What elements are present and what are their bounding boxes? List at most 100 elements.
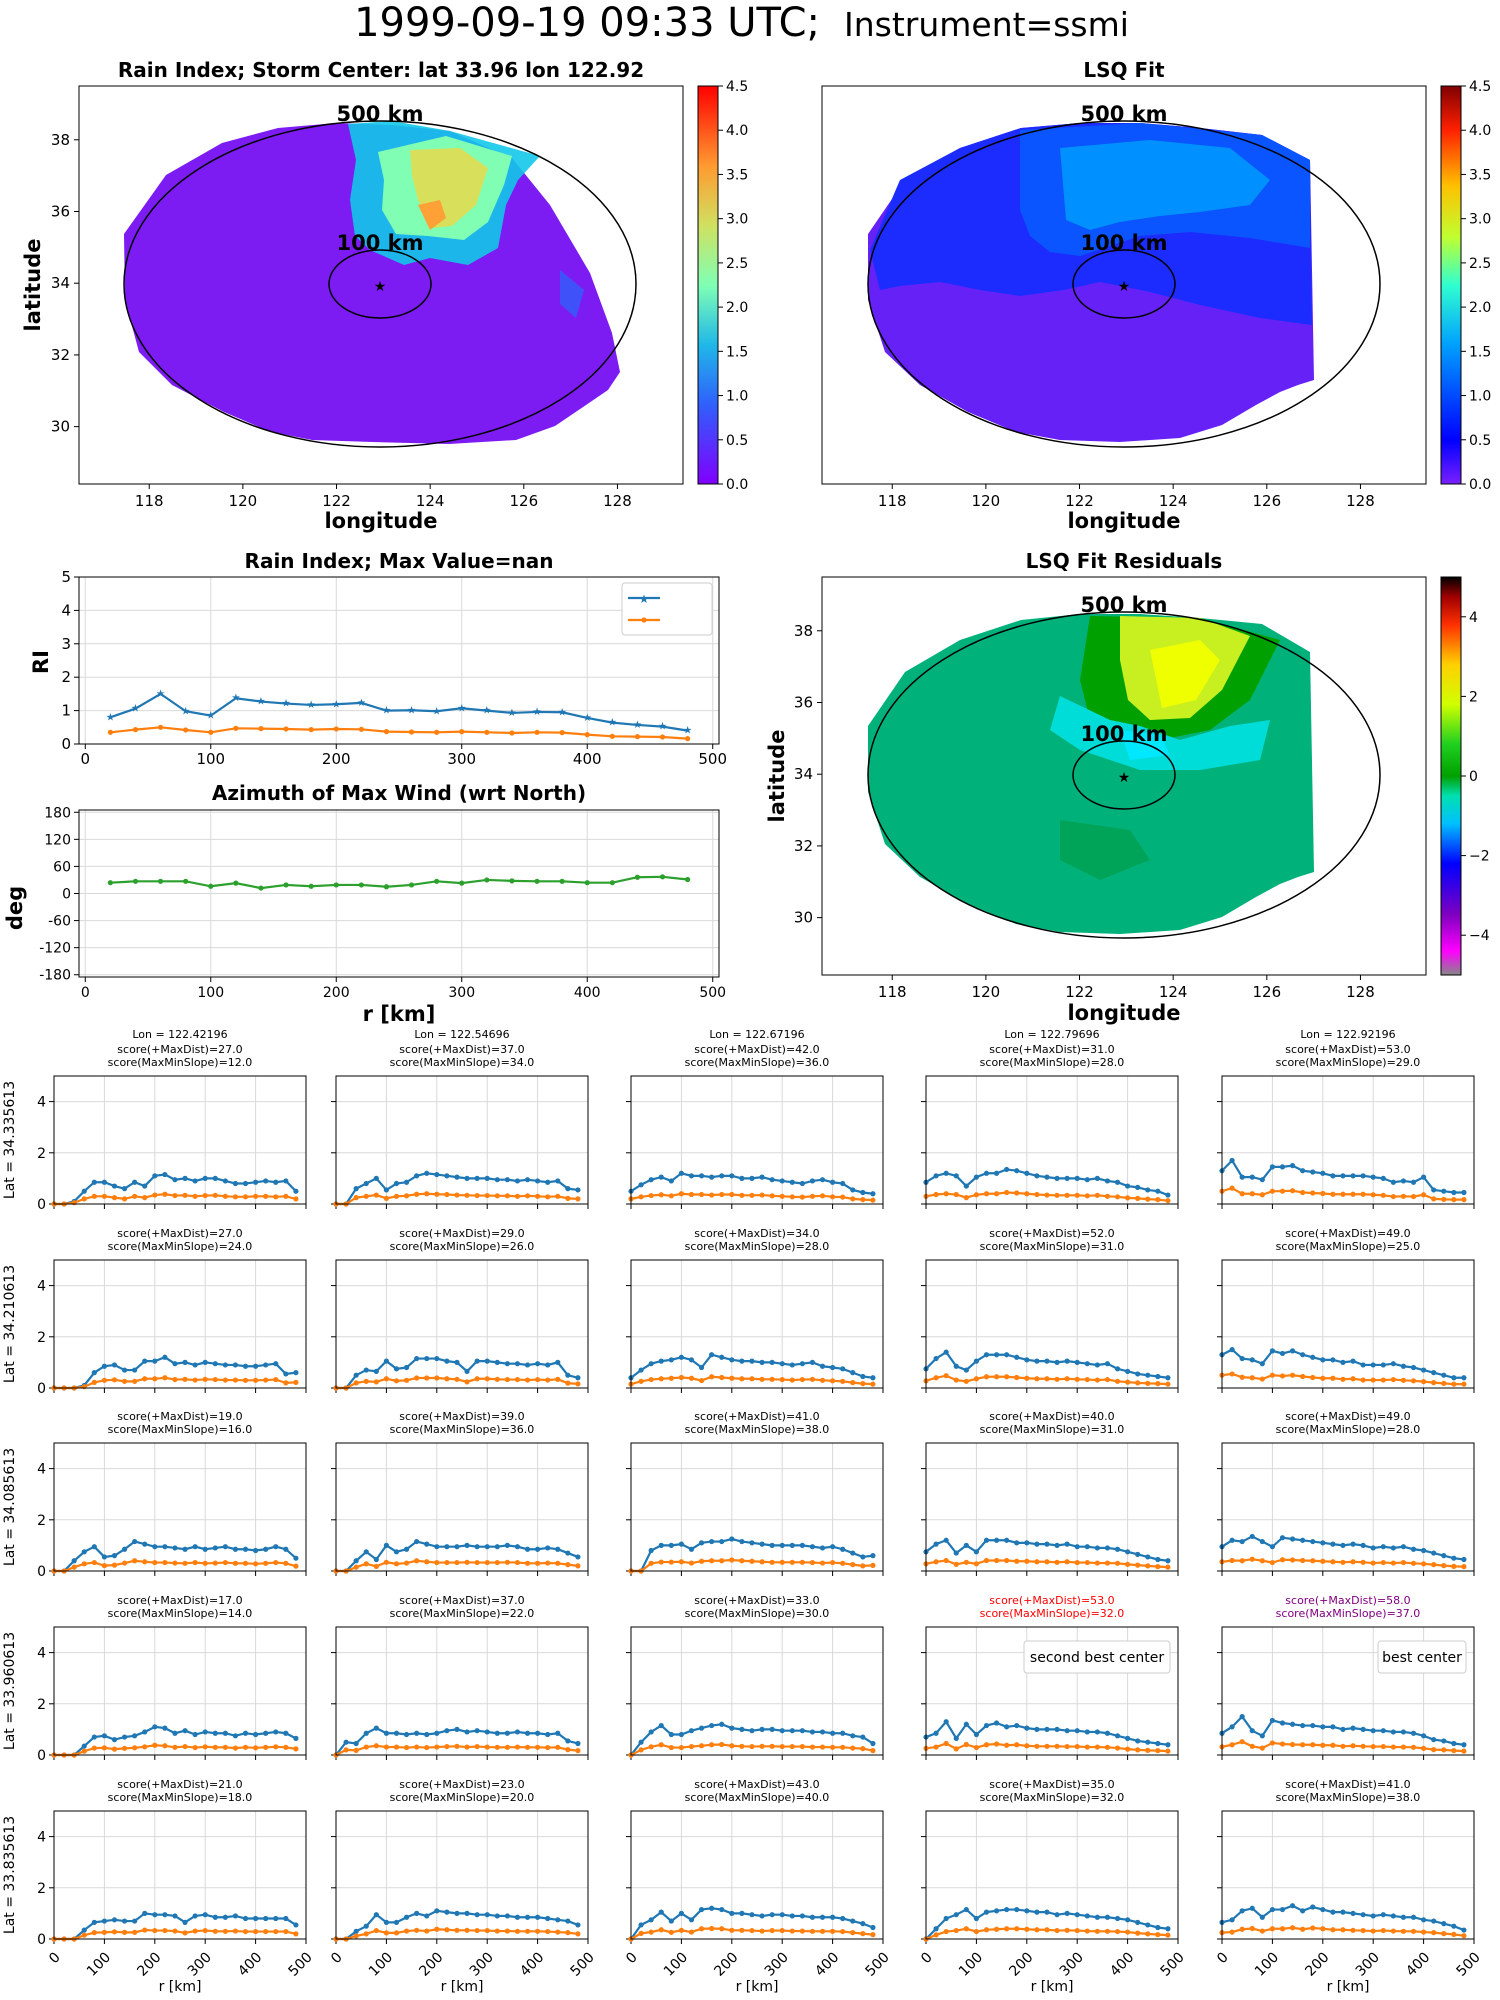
series-azimuth-point — [509, 878, 515, 884]
axes-frame — [630, 1442, 884, 1572]
panel-series-w0p1-point — [1155, 1188, 1161, 1194]
x-tick-label: 500 — [699, 985, 726, 1001]
panel-series-w0-point — [1421, 1929, 1427, 1935]
panel-series-w0p1-point — [1004, 1166, 1010, 1173]
panel-series-w0-point — [678, 1927, 685, 1933]
panel-series-w0-point — [363, 1378, 369, 1384]
panel-series-w0p1-point — [504, 1177, 510, 1183]
panel-series-w0-point — [152, 1742, 158, 1748]
x-tick-label: 400 — [235, 1949, 265, 1979]
x-tick-label: 0 — [81, 750, 91, 768]
panel-series-w0p1-point — [1310, 1354, 1316, 1360]
panel-score-maxdist: score(+MaxDist)=17.0 — [117, 1594, 242, 1607]
panel-series-w0-point — [719, 1741, 725, 1748]
axes-frame — [925, 1626, 1179, 1756]
panel-series-w0-point — [1249, 1191, 1255, 1197]
panel-series-w0p1-point — [850, 1733, 856, 1739]
panel-series-w0-point — [1320, 1558, 1326, 1564]
panel-series-w0-point — [719, 1926, 725, 1932]
panel-series-w0p1-point — [81, 1188, 87, 1194]
panel-series-w0-point — [1259, 1376, 1265, 1382]
panel-series-w0-point — [535, 1376, 541, 1383]
panel-series-w0p1-point — [1279, 1720, 1286, 1726]
series-w0p1-point: ★ — [181, 705, 190, 717]
panel-series-w0p1-point — [273, 1179, 279, 1185]
panel-series-w0-point — [111, 1377, 118, 1383]
panel-series-w0-point — [1145, 1747, 1151, 1753]
panel-series-w0p1-point — [232, 1362, 239, 1368]
panel-series-w0-point — [789, 1194, 795, 1200]
panel-series-w0p1-point — [101, 1918, 107, 1924]
center-panel: 0 100 200 300 400 500score(+MaxDist)=43.0scor… — [623, 1778, 893, 1995]
panel-series-w0p1-point — [132, 1733, 138, 1739]
panel-series-w0-point — [1084, 1193, 1090, 1199]
panel-series-w0-point — [202, 1376, 208, 1382]
axes-frame — [78, 809, 720, 978]
y-tick-label: 3 — [61, 635, 71, 653]
x-tick-label: 300 — [447, 750, 476, 768]
panel-series-w0-point — [1155, 1381, 1161, 1387]
panel-series-w0-point — [799, 1743, 805, 1750]
panel-series-w0-point — [132, 1558, 138, 1564]
panel-series-w0p1-point — [555, 1730, 561, 1736]
panel-series-w0-point — [1004, 1189, 1010, 1196]
panel-series-w0p1-point — [1330, 1541, 1336, 1547]
panel-series-w0p1-point — [1431, 1370, 1437, 1376]
panel-series-w0-point — [91, 1379, 97, 1385]
x-tick-label: 128 — [1346, 983, 1375, 1001]
axes-frame — [630, 1810, 884, 1940]
x-tick-label: 124 — [416, 492, 445, 510]
panel-series-w0p1-point — [263, 1915, 269, 1922]
panel-series-w0p1-point — [414, 1538, 420, 1545]
y-tick-label: 4 — [37, 1830, 46, 1846]
panel-series-w0-point — [142, 1195, 148, 1201]
colorbar-tick-label: 1.5 — [726, 344, 748, 360]
panel-series-w0p1-point — [1259, 1538, 1265, 1545]
panel-series-w0p1-point — [1064, 1541, 1070, 1547]
panel-xlabel: r [km] — [441, 1979, 484, 1995]
panel-series-w0p1-point — [263, 1178, 269, 1184]
panel-series-w0-point — [830, 1928, 836, 1934]
panel-series-w0-point — [1064, 1192, 1070, 1198]
panel-series-w0p1-point — [648, 1729, 654, 1735]
panel-series-w0-point — [840, 1194, 846, 1200]
panel-series-w0p1-point — [101, 1554, 107, 1560]
panel-series-w0-point — [1165, 1381, 1171, 1387]
panel-series-w0p1-point — [565, 1918, 571, 1924]
panel-series-w0-point — [1360, 1743, 1366, 1749]
panel-score-maxdist: score(+MaxDist)=27.0 — [117, 1227, 242, 1240]
panel-series-w0p1-point — [799, 1361, 805, 1367]
panel-series-w0p1-point — [293, 1735, 299, 1741]
panel-series-w0-point — [1410, 1560, 1417, 1566]
panel-series-w0p1-point — [504, 1542, 510, 1548]
panel-series-w0p1-point — [212, 1361, 218, 1367]
y-tick-label: 38 — [794, 622, 813, 640]
panel-series-w0p1-point — [769, 1359, 775, 1365]
panel-series-w0-point — [424, 1559, 430, 1565]
panel-series-w0-point — [1135, 1562, 1141, 1568]
panel-series-w0p1-point — [1064, 1358, 1070, 1364]
series-w0p1-point: ★ — [231, 692, 240, 704]
center-panel: score(+MaxDist)=41.0score(MaxMinSlope)=3… — [626, 1410, 884, 1576]
panel-series-w0-point — [1431, 1380, 1437, 1386]
y-tick-label: 2 — [37, 1697, 46, 1713]
colorbar-tick-label: −4 — [1469, 928, 1490, 944]
panel-series-w0p1-point — [1114, 1915, 1121, 1922]
panel-series-w0-point — [688, 1743, 695, 1750]
panel-series-w0p1-point — [192, 1178, 198, 1184]
panel-series-w0p1-point — [809, 1914, 816, 1920]
series-w0-point — [358, 726, 364, 732]
panel-series-w0p1-point — [983, 1352, 990, 1358]
series-w0p1-point: ★ — [281, 698, 290, 710]
panel-series-w0p1-point — [545, 1731, 551, 1738]
panel-series-w0p1-point — [1461, 1375, 1467, 1381]
series-azimuth-point — [484, 877, 490, 883]
panel-series-w0p1-point — [1279, 1164, 1286, 1170]
panel-series-w0p1-point — [860, 1189, 866, 1196]
series-w0-point — [534, 729, 540, 735]
panel-series-w0-point — [363, 1561, 369, 1567]
y-tick-label: 5 — [61, 568, 71, 586]
panel-series-w0-point — [1135, 1930, 1141, 1936]
panel-series-w0p1-point — [424, 1355, 430, 1362]
panel-series-w0p1-point — [242, 1363, 249, 1369]
